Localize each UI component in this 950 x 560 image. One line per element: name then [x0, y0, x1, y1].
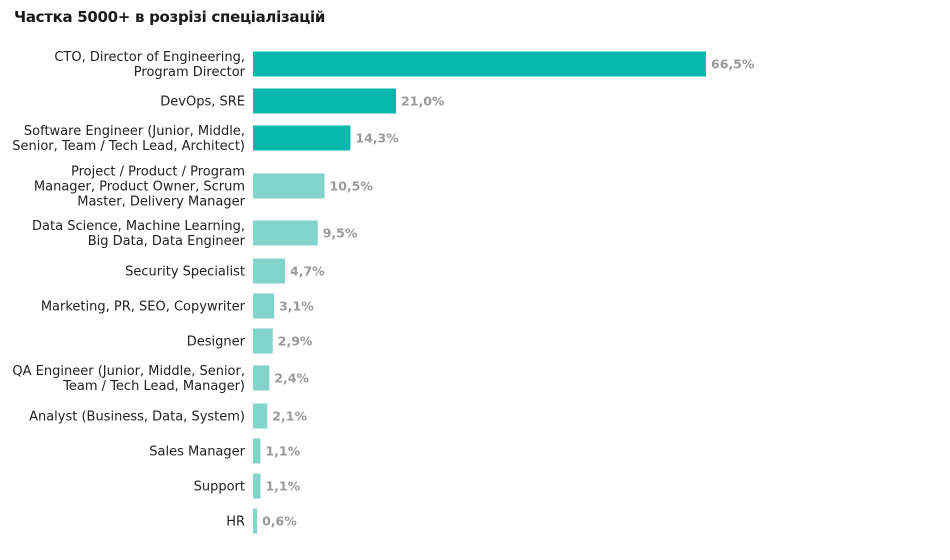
category-label-line: Program Director: [134, 65, 246, 80]
category-label-line: CTO, Director of Engineering,: [54, 50, 245, 65]
category-label-line: Sales Manager: [149, 445, 245, 460]
bar-2: [253, 125, 351, 151]
category-label-line: Data Science, Machine Learning,: [32, 219, 245, 234]
category-label-7: Designer: [187, 335, 246, 350]
chart-title: Частка 5000+ в розрізі спеціалізацій: [14, 8, 326, 26]
bar-3: [253, 173, 325, 199]
category-label-0: CTO, Director of Engineering, Program Dir…: [54, 50, 245, 80]
value-label-0: 66,5%: [711, 57, 755, 72]
bar-4: [253, 220, 318, 246]
category-label-10: Sales Manager: [149, 445, 245, 460]
value-label-6: 3,1%: [279, 299, 314, 314]
value-label-7: 2,9%: [278, 334, 313, 349]
category-label-1: DevOps, SRE: [160, 95, 245, 110]
bar-0: [253, 51, 706, 77]
category-label-3: Project / Product / Program Manager, Prod…: [34, 165, 246, 210]
category-label-line: Software Engineer (Junior, Middle,: [24, 124, 245, 139]
category-label-4: Data Science, Machine Learning, Big Data,…: [32, 219, 246, 249]
bar-8: [253, 365, 270, 391]
value-label-12: 0,6%: [262, 514, 297, 529]
value-label-3: 10,5%: [330, 179, 374, 194]
value-label-2: 14,3%: [355, 131, 399, 146]
category-label-12: HR: [226, 515, 245, 530]
bar-10: [253, 438, 261, 464]
category-label-line: Senior, Team / Tech Lead, Architect): [12, 139, 245, 154]
value-label-1: 21,0%: [401, 94, 445, 109]
category-label-line: Designer: [187, 335, 246, 350]
category-label-line: DevOps, SRE: [160, 95, 245, 110]
category-label-11: Support: [194, 480, 245, 495]
category-label-5: Security Specialist: [125, 265, 245, 280]
bar-1: [253, 88, 397, 114]
category-label-8: QA Engineer (Junior, Middle, Senior, Team…: [12, 364, 245, 394]
value-label-11: 1,1%: [265, 479, 300, 494]
bar-5: [253, 258, 286, 284]
bar-6: [253, 293, 275, 319]
category-label-line: Project / Product / Program: [71, 165, 245, 180]
value-label-10: 1,1%: [265, 444, 300, 459]
bar-7: [253, 328, 273, 354]
value-label-9: 2,1%: [272, 409, 307, 424]
category-label-line: Marketing, PR, SEO, Copywriter: [41, 300, 246, 315]
category-label-line: Support: [194, 480, 245, 495]
category-label-line: HR: [226, 515, 245, 530]
category-label-line: Master, Delivery Manager: [77, 195, 245, 210]
category-label-line: QA Engineer (Junior, Middle, Senior,: [12, 364, 245, 379]
bar-11: [253, 473, 261, 499]
bar-12: [253, 508, 258, 534]
category-label-2: Software Engineer (Junior, Middle, Senior…: [12, 124, 245, 154]
value-label-4: 9,5%: [323, 226, 358, 241]
category-label-line: Analyst (Business, Data, System): [29, 410, 245, 425]
bar-9: [253, 403, 268, 429]
category-label-6: Marketing, PR, SEO, Copywriter: [41, 300, 246, 315]
category-label-line: Big Data, Data Engineer: [88, 234, 246, 249]
value-label-8: 2,4%: [274, 371, 309, 386]
category-label-line: Team / Tech Lead, Manager): [62, 379, 245, 394]
category-label-line: Security Specialist: [125, 265, 245, 280]
value-label-5: 4,7%: [290, 264, 325, 279]
category-label-9: Analyst (Business, Data, System): [29, 410, 245, 425]
category-label-line: Manager, Product Owner, Scrum: [34, 180, 245, 195]
